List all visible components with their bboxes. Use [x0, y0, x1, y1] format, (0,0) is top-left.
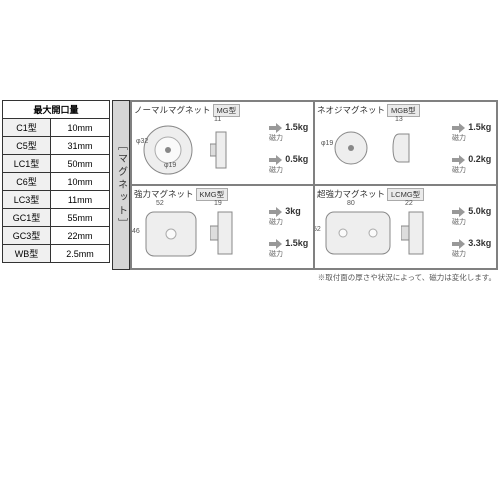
arrow-icon: [269, 123, 283, 133]
kmg-face-icon: [142, 208, 200, 260]
footnote: ※取付面の厚さや状況によって、磁力は変化します。: [318, 272, 496, 283]
cell-mg: ノーマルマグネット MG型 φ32 φ19 11: [131, 101, 314, 185]
arrow-icon: [452, 155, 466, 165]
opening-table: 最大開口量 C1型10mm C5型31mm LC1型50mm C6型10mm L…: [2, 100, 110, 263]
table-row: C1型10mm: [3, 119, 110, 137]
magnet-grid: ノーマルマグネット MG型 φ32 φ19 11: [130, 100, 498, 270]
arrow-icon: [269, 207, 283, 217]
arrow-icon: [269, 155, 283, 165]
force-readout: 3kg 磁力: [269, 206, 311, 227]
dim-w11: 11: [214, 116, 221, 123]
cell-lcmg: 超強力マグネット LCMG型 80 52 22 5.0kg: [314, 185, 497, 269]
cell-tag: MG型: [213, 104, 241, 117]
table-row: C6型10mm: [3, 173, 110, 191]
force-readout: 1.5kg 磁力: [269, 238, 311, 259]
table-row: GC1型55mm: [3, 209, 110, 227]
table-row: LC3型11mm: [3, 191, 110, 209]
dim-w52: 52: [156, 200, 164, 207]
arrow-icon: [452, 207, 466, 217]
table-row: LC1型50mm: [3, 155, 110, 173]
dim-phi19: φ19: [164, 162, 176, 169]
force-readout: 0.2kg 磁力: [452, 154, 494, 175]
cell-tag: MGB型: [387, 104, 420, 117]
dim-phi19: φ19: [321, 140, 333, 147]
dim-w19: 19: [214, 200, 222, 207]
arrow-icon: [269, 239, 283, 249]
magnet-vertical-label: ［マグネット］: [112, 100, 130, 270]
force-readout: 1.5kg 磁力: [269, 122, 311, 143]
dim-phi32: φ32: [136, 138, 148, 145]
mgb-side-icon: [391, 130, 417, 166]
table-row: WB型2.5mm: [3, 245, 110, 263]
cell-title: ノーマルマグネット: [134, 104, 211, 116]
dim-h46: 46: [132, 228, 140, 235]
force-readout: 0.5kg 磁力: [269, 154, 311, 175]
cell-title: ネオジマグネット: [317, 104, 385, 116]
dim-w13: 13: [395, 116, 403, 123]
lcmg-side-icon: [401, 210, 427, 256]
cell-tag: KMG型: [196, 188, 229, 201]
lcmg-face-icon: [323, 208, 393, 258]
cell-mgb: ネオジマグネット MGB型 φ19 13 1.5kg 磁力: [314, 101, 497, 185]
arrow-icon: [452, 123, 466, 133]
dim-w80: 80: [347, 200, 355, 207]
dim-w22: 22: [405, 200, 413, 207]
cell-kmg: 強力マグネット KMG型 52 46 19 3kg 磁力: [131, 185, 314, 269]
force-readout: 5.0kg 磁力: [452, 206, 494, 227]
mg-side-icon: [210, 128, 234, 172]
kmg-side-icon: [210, 210, 236, 256]
cell-title: 強力マグネット: [134, 188, 194, 200]
dim-h52: 52: [314, 226, 321, 233]
cell-tag: LCMG型: [387, 188, 424, 201]
table-row: C5型31mm: [3, 137, 110, 155]
table-row: GC3型22mm: [3, 227, 110, 245]
mgb-face-icon: [331, 128, 371, 168]
table-header: 最大開口量: [3, 101, 110, 119]
force-readout: 3.3kg 磁力: [452, 238, 494, 259]
force-readout: 1.5kg 磁力: [452, 122, 494, 143]
arrow-icon: [452, 239, 466, 249]
cell-title: 超強力マグネット: [317, 188, 385, 200]
